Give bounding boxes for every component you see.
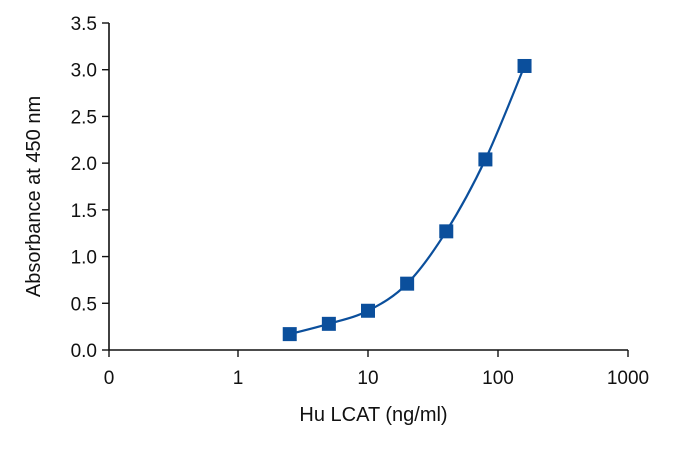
data-point bbox=[439, 224, 454, 239]
x-tick-label: 0 bbox=[104, 368, 115, 389]
x-tick-label: 1 bbox=[233, 368, 244, 389]
y-tick-label: 1.0 bbox=[71, 248, 97, 269]
y-tick-label: 1.5 bbox=[71, 201, 97, 222]
y-tick-label: 2.5 bbox=[71, 107, 97, 128]
y-tick-label: 0.5 bbox=[71, 294, 97, 315]
y-tick-label: 2.0 bbox=[71, 154, 97, 175]
data-point bbox=[478, 152, 493, 167]
x-axis-title: Hu LCAT (ng/ml) bbox=[299, 404, 447, 426]
y-tick-label: 3.0 bbox=[71, 61, 97, 82]
axes-layer bbox=[108, 23, 628, 351]
y-axis-title: Absorbance at 450 nm bbox=[23, 96, 45, 297]
y-tick-label: 0.0 bbox=[71, 341, 97, 362]
data-point bbox=[282, 327, 297, 342]
ticks-layer: 0.0 0.5 1.0 1.5 2.0 2.5 3.0 3.5 0 1 10 100 1000 bbox=[71, 14, 650, 389]
y-tick-label: 3.5 bbox=[71, 14, 97, 35]
x-tick-label: 10 bbox=[357, 368, 378, 389]
curve-layer bbox=[289, 65, 526, 336]
points-layer bbox=[282, 58, 532, 342]
data-point bbox=[321, 316, 336, 331]
data-point bbox=[517, 58, 532, 73]
x-tick-label: 100 bbox=[482, 368, 514, 389]
data-point bbox=[400, 276, 415, 291]
x-tick-label: 1000 bbox=[607, 368, 649, 389]
fit-curve bbox=[289, 65, 526, 336]
data-point bbox=[361, 303, 375, 318]
